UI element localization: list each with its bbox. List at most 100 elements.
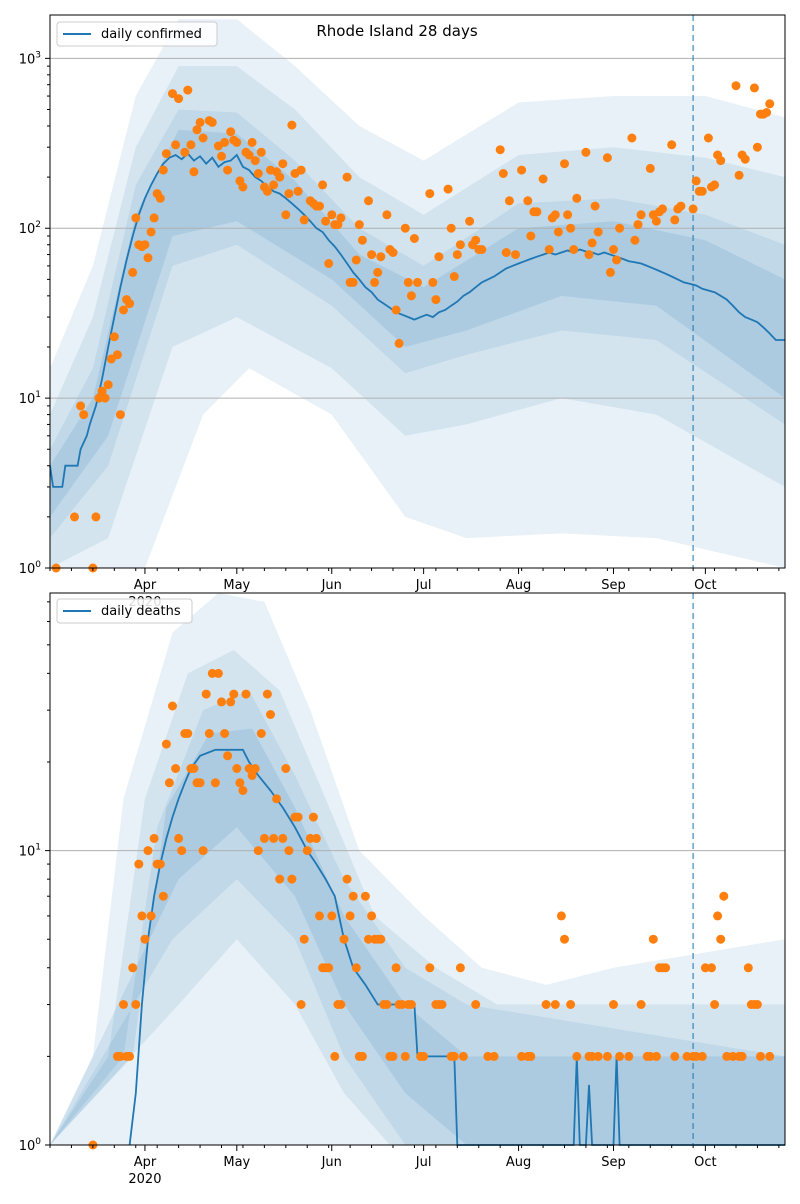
- data-point: [716, 156, 726, 166]
- data-point: [281, 764, 291, 773]
- data-point: [572, 1051, 582, 1061]
- data-point: [431, 295, 441, 305]
- data-point: [293, 186, 303, 196]
- data-point: [342, 874, 352, 884]
- x-tick-label: Jun: [321, 578, 342, 593]
- data-point: [376, 934, 386, 944]
- data-point: [658, 204, 667, 214]
- band-middle: [50, 66, 785, 568]
- data-point: [471, 235, 481, 245]
- uncertainty-bands: [50, 19, 785, 569]
- data-point: [155, 193, 165, 203]
- data-point: [667, 140, 677, 150]
- data-point: [149, 213, 159, 223]
- data-point: [449, 1051, 459, 1061]
- data-point: [434, 252, 444, 262]
- legend-label: daily deaths: [101, 604, 181, 619]
- data-point: [146, 911, 156, 921]
- data-point: [293, 812, 303, 822]
- data-point: [560, 934, 569, 944]
- data-point: [342, 172, 352, 182]
- data-point: [697, 186, 707, 196]
- data-point: [171, 140, 181, 150]
- data-point: [471, 1000, 481, 1009]
- data-point: [103, 380, 113, 390]
- data-point: [345, 911, 355, 921]
- data-point: [560, 159, 569, 169]
- data-point: [186, 140, 196, 150]
- uncertainty-bands: [50, 593, 785, 1145]
- data-point: [311, 833, 321, 843]
- data-point: [183, 85, 193, 95]
- series-line-daily-confirmed: [49, 152, 785, 488]
- data-point: [269, 833, 279, 843]
- axes-frame: [49, 14, 786, 569]
- data-point: [171, 764, 181, 773]
- data-point: [762, 108, 772, 117]
- data-point: [189, 764, 199, 773]
- data-point: [226, 697, 236, 707]
- data-point: [91, 512, 101, 522]
- data-point: [131, 1000, 141, 1009]
- data-point: [400, 1051, 410, 1061]
- data-point: [330, 1051, 340, 1061]
- data-point: [511, 250, 520, 260]
- band-outer: [50, 19, 785, 569]
- chart-title: Rhode Island 28 days: [316, 22, 477, 40]
- data-point: [367, 250, 377, 260]
- data-point: [612, 255, 622, 265]
- data-point: [517, 1051, 527, 1061]
- band-outer: [50, 593, 785, 1145]
- data-point: [645, 163, 655, 173]
- data-point: [238, 182, 248, 192]
- data-point: [119, 1000, 128, 1009]
- data-point: [189, 167, 199, 177]
- data-point: [256, 147, 266, 157]
- data-point: [406, 1000, 416, 1009]
- data-point: [437, 1000, 447, 1009]
- data-point: [308, 812, 318, 822]
- data-point: [376, 252, 386, 262]
- data-point: [446, 223, 456, 233]
- legend: daily deaths: [56, 598, 193, 624]
- data-point: [207, 117, 217, 127]
- data-point: [615, 223, 625, 233]
- data-point: [220, 137, 230, 147]
- observed-points: [51, 81, 775, 573]
- observed-points: [88, 668, 775, 1150]
- data-point: [259, 833, 269, 843]
- data-point: [731, 81, 741, 91]
- data-point: [357, 235, 367, 245]
- data-point: [452, 250, 462, 260]
- data-point: [403, 277, 413, 287]
- x-tick-year-label: 2020: [128, 1172, 161, 1187]
- data-point: [161, 149, 171, 159]
- data-point: [584, 250, 594, 260]
- data-point: [550, 210, 560, 220]
- data-point: [272, 794, 282, 804]
- data-point: [327, 210, 337, 220]
- data-point: [458, 1051, 468, 1061]
- data-point: [128, 963, 138, 973]
- data-point: [339, 934, 349, 944]
- data-point: [158, 165, 168, 175]
- data-point: [609, 245, 618, 254]
- band-inner: [50, 109, 785, 539]
- data-point: [765, 1051, 775, 1061]
- data-point: [391, 963, 401, 973]
- x-tick-label: May: [223, 1155, 250, 1170]
- data-point: [740, 154, 750, 164]
- data-point: [195, 778, 205, 788]
- data-point: [223, 751, 233, 761]
- data-point: [284, 189, 294, 199]
- data-point: [563, 210, 573, 220]
- data-point: [250, 764, 260, 773]
- data-point: [569, 245, 579, 254]
- data-point: [223, 165, 233, 175]
- data-point: [691, 176, 701, 186]
- data-point: [299, 215, 309, 225]
- data-point: [137, 911, 147, 921]
- data-point: [590, 201, 600, 211]
- data-point: [716, 934, 726, 944]
- data-point: [198, 846, 208, 856]
